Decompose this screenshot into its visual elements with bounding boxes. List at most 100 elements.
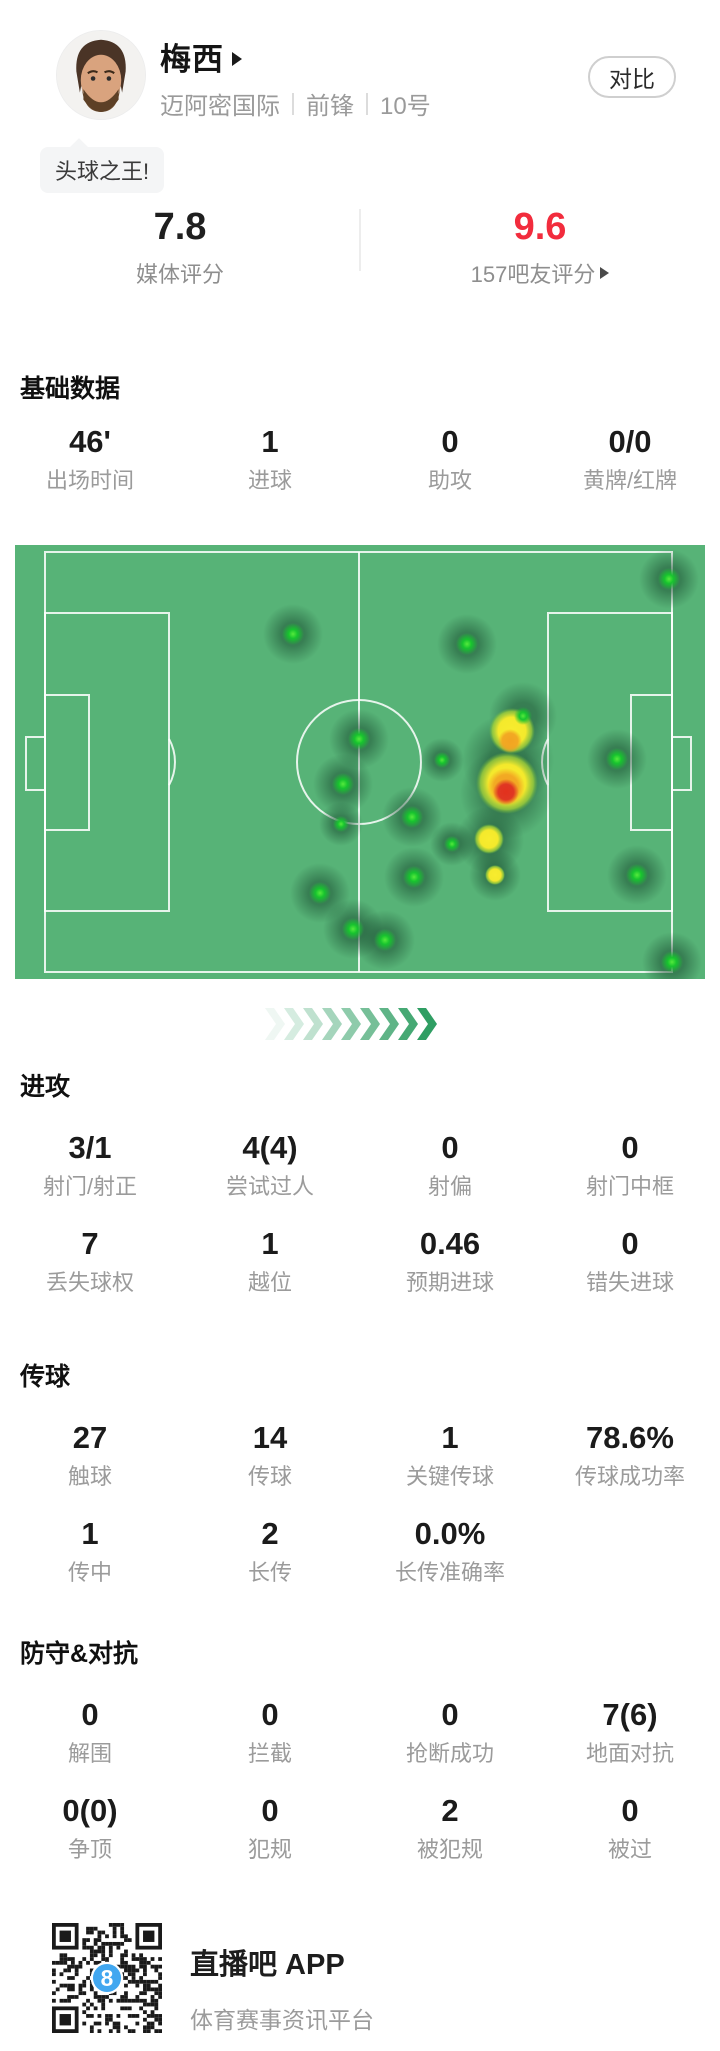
stat-cell-touches: 27 触球	[0, 1420, 180, 1488]
svg-text:8: 8	[101, 1965, 114, 1991]
stat-label: 地面对抗	[585, 1741, 674, 1766]
stat-value: 1	[261, 1226, 279, 1261]
stat-cell-offsides: 1 越位	[180, 1226, 360, 1294]
player-photo	[57, 31, 145, 119]
stat-value: 7	[81, 1226, 99, 1261]
stat-cell-dribbled-past: 0 被过	[540, 1793, 720, 1861]
stat-value: 2	[441, 1793, 459, 1828]
stat-cell-crosses: 1 传中	[0, 1516, 180, 1584]
stat-cell-shots-off: 0 射偏	[360, 1130, 540, 1198]
stat-label: 出场时间	[45, 468, 134, 493]
section-title-attack: 进攻	[20, 1073, 71, 1101]
stat-cell-clearances: 0 解围	[0, 1697, 180, 1765]
player-name-row[interactable]: 梅西	[160, 34, 242, 79]
stat-cell-fouls: 0 犯规	[180, 1793, 360, 1861]
stat-label: 长传	[247, 1560, 292, 1585]
compare-button[interactable]: 对比	[588, 56, 676, 98]
stat-label: 射门/射正	[42, 1174, 138, 1199]
stat-value: 27	[72, 1420, 108, 1455]
stat-label: 关键传球	[405, 1464, 494, 1489]
section-title-basic: 基础数据	[20, 375, 121, 403]
attack-direction-chevrons-icon	[265, 1008, 437, 1040]
stat-cell-interceptions: 0 拦截	[180, 1697, 360, 1765]
player-meta: 迈阿密国际 前锋 10号	[160, 86, 431, 121]
stat-cell-key-passes: 1 关键传球	[360, 1420, 540, 1488]
player-position: 前锋	[306, 93, 354, 120]
player-name: 梅西	[160, 42, 224, 77]
fans-rating[interactable]: 9.6 157吧友评分	[360, 205, 720, 289]
app-qr-code: 8	[52, 1923, 162, 2033]
stat-value: 46'	[69, 424, 111, 459]
stat-label: 预期进球	[405, 1270, 494, 1295]
stat-value: 0.0%	[414, 1516, 486, 1551]
stat-label: 争顶	[67, 1837, 112, 1862]
stat-label: 助攻	[427, 468, 472, 493]
stat-label: 尝试过人	[225, 1174, 314, 1199]
stat-cell-minutes: 46' 出场时间	[0, 424, 180, 492]
stat-cell-dribbles: 4(4) 尝试过人	[180, 1130, 360, 1198]
app-description: 体育赛事资讯平台	[190, 2007, 374, 2033]
stat-label: 长传准确率	[394, 1560, 505, 1585]
player-avatar[interactable]	[56, 30, 146, 120]
stat-cell-was-fouled: 2 被犯规	[360, 1793, 540, 1861]
stat-cell-long-ball-accuracy: 0.0% 长传准确率	[360, 1516, 540, 1584]
stat-label: 传中	[67, 1560, 112, 1585]
player-header: 梅西 迈阿密国际 前锋 10号 对比 头球之王!	[0, 0, 720, 193]
stat-cell-ground-duels: 7(6) 地面对抗	[540, 1697, 720, 1765]
stat-label: 解围	[67, 1741, 112, 1766]
stat-cell-shots: 3/1 射门/射正	[0, 1130, 180, 1198]
stat-cell-assists: 0 助攻	[360, 424, 540, 492]
footer-text: 直播吧 APP 体育赛事资讯平台	[190, 1923, 374, 2035]
divider	[366, 92, 368, 115]
stat-value: 0	[621, 1793, 639, 1828]
stat-cell-possession-lost: 7 丢失球权	[0, 1226, 180, 1294]
stat-value: 0	[621, 1226, 639, 1261]
stat-value: 0	[441, 1130, 459, 1165]
stat-cell-woodwork: 0 射门中框	[540, 1130, 720, 1198]
stat-label: 丢失球权	[45, 1270, 134, 1295]
ratings-row: 7.8 媒体评分 9.6 157吧友评分	[0, 205, 720, 289]
stat-value: 3/1	[68, 1130, 112, 1165]
stat-value: 0/0	[608, 424, 652, 459]
stat-cell-cards: 0/0 黄牌/红牌	[540, 424, 720, 492]
expand-arrow-icon	[232, 51, 242, 66]
stat-value: 0	[81, 1697, 99, 1732]
app-footer: 8 直播吧 APP 体育赛事资讯平台	[0, 1923, 720, 2035]
stat-label: 错失进球	[585, 1270, 674, 1295]
stat-cell-pass-accuracy: 78.6% 传球成功率	[540, 1420, 720, 1488]
stat-value: 4(4)	[242, 1130, 298, 1165]
stat-label: 触球	[67, 1464, 112, 1489]
badge-tail	[69, 138, 89, 158]
app-name: 直播吧 APP	[190, 1949, 345, 1981]
stat-label: 射偏	[427, 1174, 472, 1199]
stat-label: 被犯规	[416, 1837, 483, 1862]
media-rating: 7.8 媒体评分	[0, 205, 360, 289]
stat-label: 黄牌/红牌	[582, 468, 678, 493]
stat-value: 0	[261, 1793, 279, 1828]
heatmap	[15, 545, 705, 992]
stat-value: 0.46	[419, 1226, 481, 1261]
stat-value: 1	[261, 424, 279, 459]
team-name: 迈阿密国际	[160, 93, 280, 120]
chevron-right-icon	[600, 267, 610, 279]
badge-label: 头球之王!	[55, 159, 150, 184]
heat-layer	[263, 549, 702, 992]
stat-value: 0(0)	[62, 1793, 118, 1828]
stat-value: 0	[441, 1697, 459, 1732]
stat-label: 射门中框	[585, 1174, 674, 1199]
divider	[292, 92, 294, 115]
passing-stats-row-1: 27 触球 14 传球 1 关键传球 78.6% 传球成功率	[0, 1420, 720, 1488]
stat-label: 传球成功率	[574, 1464, 685, 1489]
attack-stats-row-2: 7 丢失球权 1 越位 0.46 预期进球 0 错失进球	[0, 1226, 720, 1294]
stat-value: 0	[621, 1130, 639, 1165]
section-title-passing: 传球	[20, 1363, 71, 1391]
stat-label: 拦截	[247, 1741, 292, 1766]
stat-label: 犯规	[247, 1837, 292, 1862]
fans-rating-label: 157吧友评分	[360, 257, 720, 289]
defense-stats-row-2: 0(0) 争顶 0 犯规 2 被犯规 0 被过	[0, 1793, 720, 1861]
stat-cell-goals: 1 进球	[180, 424, 360, 492]
stat-label: 越位	[247, 1270, 292, 1295]
stat-cell-tackles-won: 0 抢断成功	[360, 1697, 540, 1765]
attack-stats-row-1: 3/1 射门/射正 4(4) 尝试过人 0 射偏 0 射门中框	[0, 1130, 720, 1198]
